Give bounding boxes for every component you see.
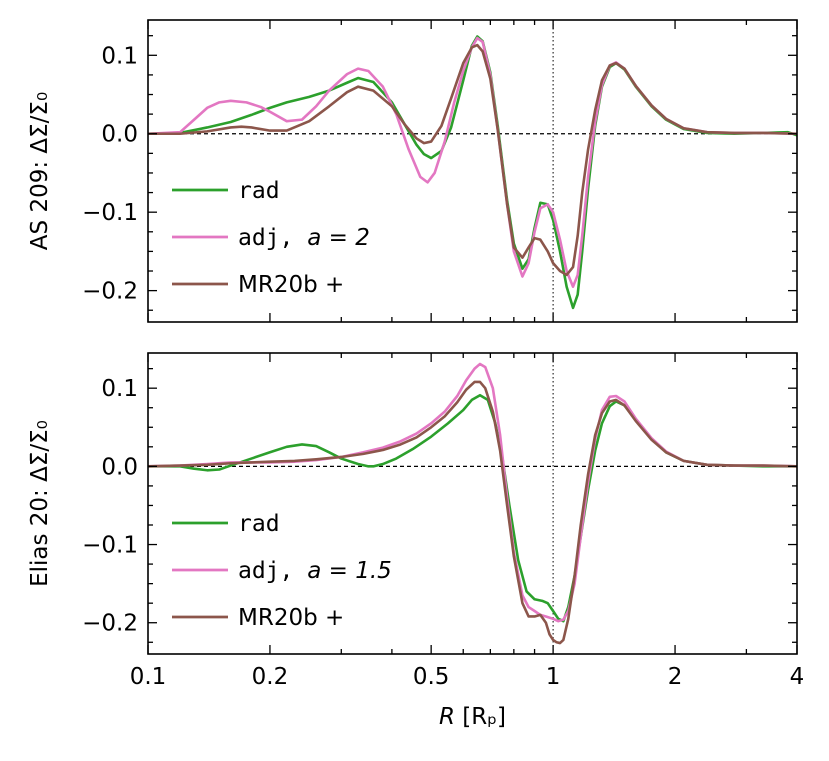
x-axis-label: R [Rₚ] xyxy=(439,704,506,730)
panel-top: 0.1 0.0 −0.1 −0.2 AS 209: ΔΣ̄/Σ₀ rad adj, a = … xyxy=(27,19,798,323)
series-line-rad xyxy=(148,35,797,310)
y-tick-label: 0.1 xyxy=(101,376,138,402)
x-tick-label: 1 xyxy=(546,664,561,690)
y-axis-label: Elias 20: ΔΣ̄/Σ₀ xyxy=(27,420,53,587)
x-tick-label: 0.5 xyxy=(413,664,450,690)
legend-label: adj, a = 2 xyxy=(238,225,370,251)
y-tick-label: 0.0 xyxy=(101,122,138,148)
legend-label: MR20b + xyxy=(238,272,344,298)
y-tick-label: −0.2 xyxy=(82,279,138,305)
y-tick-label: 0.1 xyxy=(101,43,138,69)
x-tick-label: 4 xyxy=(790,664,805,690)
series-line-rad xyxy=(148,393,797,623)
y-axis-label: AS 209: ΔΣ̄/Σ₀ xyxy=(27,92,53,250)
x-tick-label: 2 xyxy=(668,664,683,690)
axes-frame xyxy=(147,19,798,323)
y-tick-label: −0.1 xyxy=(82,533,138,559)
legend-label: rad xyxy=(238,511,280,537)
x-tick-label: 0.1 xyxy=(130,664,167,690)
y-tick-label: −0.1 xyxy=(82,200,138,226)
series-line-mr20b xyxy=(148,380,797,645)
y-tick-label: −0.2 xyxy=(82,611,138,637)
axes-frame xyxy=(147,352,798,655)
legend-label: rad xyxy=(238,178,280,204)
x-tick-label: 0.2 xyxy=(252,664,289,690)
legend-label: MR20b + xyxy=(238,605,344,631)
panel-bottom: 0.1 0.0 −0.1 −0.2 0.1 0.2 0.5 1 2 4 R [Rₚ] Elias 20… xyxy=(27,352,805,730)
y-tick-label: 0.0 xyxy=(101,454,138,480)
series-line-mr20b xyxy=(148,43,797,277)
legend-label: adj, a = 1.5 xyxy=(238,558,392,584)
